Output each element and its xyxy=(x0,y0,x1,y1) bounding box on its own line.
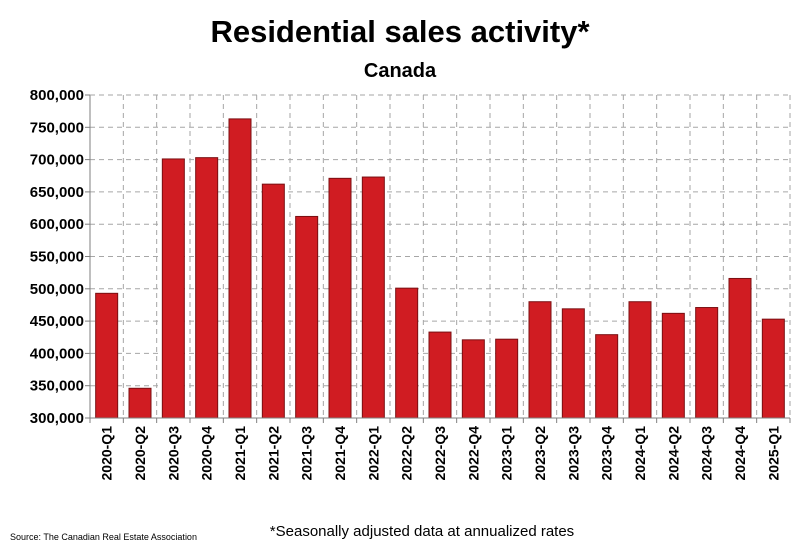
y-tick-label: 700,000 xyxy=(30,152,84,169)
x-tick-label: 2023-Q4 xyxy=(599,426,615,481)
x-tick-label: 2021-Q4 xyxy=(332,426,348,481)
bar xyxy=(328,177,352,419)
bar xyxy=(195,157,219,419)
x-tick-label: 2022-Q4 xyxy=(465,426,481,481)
bar xyxy=(561,308,585,419)
bar xyxy=(595,334,619,419)
y-tick-label: 650,000 xyxy=(30,184,84,201)
bar xyxy=(228,118,252,419)
x-tick-label: 2024-Q1 xyxy=(632,426,648,481)
bar xyxy=(661,312,685,419)
bar xyxy=(128,387,152,419)
x-tick-label: 2021-Q1 xyxy=(232,426,248,481)
bar xyxy=(628,301,652,419)
x-tick-label: 2024-Q4 xyxy=(732,426,748,481)
x-tick-label: 2020-Q1 xyxy=(99,426,115,481)
bar xyxy=(728,277,752,419)
chart-title: Residential sales activity* xyxy=(210,14,590,49)
bar xyxy=(761,318,785,419)
bar xyxy=(528,301,552,419)
bar xyxy=(361,176,385,419)
bar xyxy=(395,287,419,419)
x-tick-label: 2021-Q2 xyxy=(265,426,281,481)
y-tick-label: 750,000 xyxy=(30,119,84,136)
y-tick-label: 500,000 xyxy=(30,281,84,298)
y-tick-label: 350,000 xyxy=(30,378,84,395)
x-tick-label: 2022-Q2 xyxy=(399,426,415,481)
x-tick-label: 2023-Q1 xyxy=(499,426,515,481)
x-tick-label: 2022-Q3 xyxy=(432,426,448,481)
x-tick-label: 2021-Q3 xyxy=(299,426,315,481)
x-tick-label: 2020-Q3 xyxy=(165,426,181,481)
bar xyxy=(161,158,185,419)
x-tick-label: 2024-Q3 xyxy=(699,426,715,481)
bar-layer xyxy=(95,118,785,419)
x-tick-label: 2024-Q2 xyxy=(665,426,681,481)
y-tick-label: 300,000 xyxy=(30,410,84,427)
x-tick-label: 2023-Q2 xyxy=(532,426,548,481)
bar xyxy=(295,215,319,419)
chart-subtitle: Canada xyxy=(364,60,437,82)
footnote: *Seasonally adjusted data at annualized … xyxy=(270,523,574,540)
x-axis-ticks: 2020-Q1 2020-Q2 2020-Q3 2020-Q4 2021-Q1 2021-… xyxy=(99,426,782,481)
bar xyxy=(695,307,719,419)
bar xyxy=(461,339,485,419)
y-tick-label: 450,000 xyxy=(30,313,84,330)
x-tick-label: 2022-Q1 xyxy=(365,426,381,481)
x-tick-label: 2020-Q2 xyxy=(132,426,148,481)
bar xyxy=(495,338,519,419)
y-tick-label: 600,000 xyxy=(30,216,84,233)
axis-layer xyxy=(85,94,791,423)
y-axis-ticks: 300,000 350,000 400,000 450,000 500,000 550,0… xyxy=(30,87,84,427)
y-tick-label: 400,000 xyxy=(30,345,84,362)
x-tick-label: 2023-Q3 xyxy=(565,426,581,481)
bar xyxy=(261,183,285,419)
source-note: Source: The Canadian Real Estate Associa… xyxy=(10,532,197,542)
y-tick-label: 550,000 xyxy=(30,249,84,266)
x-tick-label: 2025-Q1 xyxy=(765,426,781,481)
bar xyxy=(95,292,119,419)
y-tick-label: 800,000 xyxy=(30,87,84,104)
bar xyxy=(428,331,452,419)
x-tick-label: 2020-Q4 xyxy=(199,426,215,481)
